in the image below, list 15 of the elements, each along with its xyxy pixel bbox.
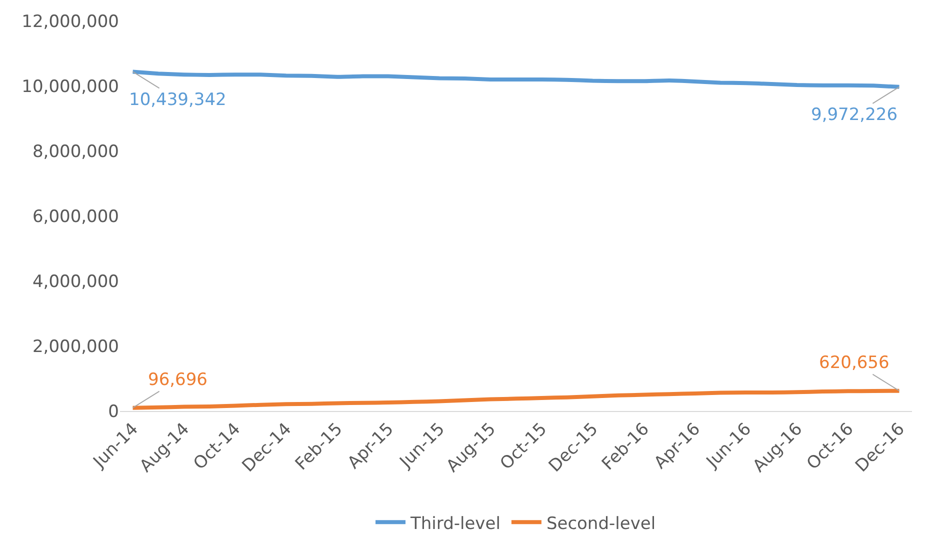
y-tick-label: 2,000,000 (32, 336, 119, 357)
y-tick-label: 10,000,000 (22, 76, 119, 97)
y-tick-label: 12,000,000 (22, 12, 119, 32)
y-tick-label: 0 (108, 402, 119, 422)
annotation: 10,439,342 (129, 90, 226, 110)
line-series (130, 388, 902, 410)
legend-label: Second-level (546, 514, 656, 534)
annotation: 96,696 (148, 370, 208, 390)
legend-label: Third-level (410, 514, 500, 534)
y-tick-label: 8,000,000 (32, 142, 119, 162)
y-tick-label: 6,000,000 (32, 206, 119, 227)
annotation: 620,656 (819, 353, 890, 373)
annotation: 9,972,226 (811, 105, 898, 125)
y-tick-label: 4,000,000 (32, 272, 119, 292)
line-series (130, 70, 902, 89)
